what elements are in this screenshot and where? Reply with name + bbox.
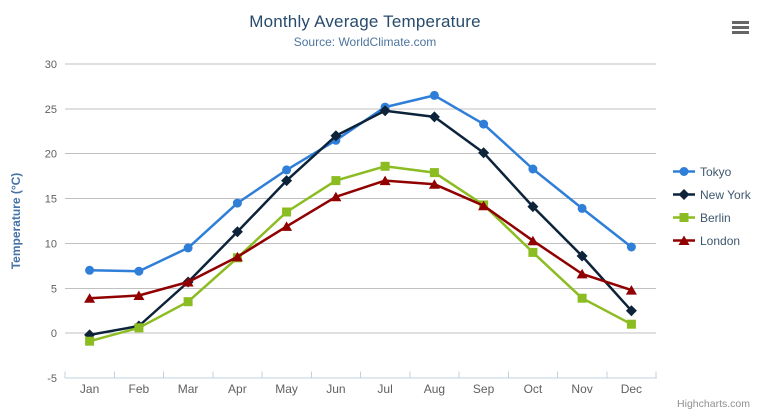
data-point-new-york-jul[interactable] [379,105,391,117]
data-point-berlin-nov[interactable] [577,293,587,303]
data-point-new-york-aug[interactable] [428,111,440,123]
chart-subtitle: Source: WorldClimate.com [293,35,437,49]
x-axis-label: Mar [178,382,199,396]
data-point-berlin-feb[interactable] [134,323,144,333]
legend-label: Tokyo [700,164,732,179]
data-point-berlin-aug[interactable] [429,168,439,178]
legend-marker-square-icon [673,213,695,222]
legend-marker-triangle-icon [673,235,695,245]
x-axis-label: Oct [524,382,543,396]
y-axis-title: Temperature (°C) [9,173,23,270]
data-point-london-may[interactable] [281,221,293,231]
context-menu-button[interactable] [732,21,749,34]
data-point-london-nov[interactable] [576,268,588,279]
data-point-tokyo-oct[interactable] [528,164,538,174]
series-line-berlin[interactable] [88,165,633,343]
x-axis-label: Sep [473,382,495,396]
data-point-new-york-dec[interactable] [625,305,637,317]
legend: Tokyo New York Berlin London [673,160,751,252]
legend-marker-circle-icon [673,167,695,176]
data-point-new-york-oct[interactable] [527,201,539,213]
x-axis-label: Nov [571,382,592,396]
data-point-london-sep[interactable] [478,200,490,211]
data-point-berlin-dec[interactable] [626,319,636,329]
legend-item-tokyo[interactable]: Tokyo [673,160,751,183]
data-point-berlin-jul[interactable] [380,161,390,171]
x-axis-label: May [275,382,298,396]
legend-marker-diamond-icon [673,189,695,200]
x-axis-label: Jan [80,382,99,396]
legend-label: London [700,233,741,248]
data-point-london-oct[interactable] [527,235,539,246]
x-axis-label: Apr [228,382,247,396]
data-point-london-jul[interactable] [379,175,391,186]
data-point-london-dec[interactable] [625,285,637,295]
legend-label: New York [700,187,751,202]
data-point-new-york-nov[interactable] [576,250,588,262]
data-point-tokyo-feb[interactable] [134,266,144,276]
x-axis-label: Jun [326,382,345,396]
data-point-new-york-apr[interactable] [231,226,243,238]
y-axis-label: 15 [45,194,57,206]
data-point-london-jun[interactable] [330,191,342,202]
data-point-london-aug[interactable] [428,179,440,189]
credits-link[interactable]: Highcharts.com [677,398,750,410]
data-point-berlin-mar[interactable] [183,297,193,307]
data-point-london-feb[interactable] [133,290,145,301]
data-point-london-mar[interactable] [182,277,194,287]
y-axis-label: -5 [47,373,57,385]
data-point-new-york-sep[interactable] [478,147,490,159]
data-point-tokyo-mar[interactable] [183,243,193,253]
data-point-london-apr[interactable] [231,251,243,262]
x-axis-label: Dec [621,382,642,396]
data-point-new-york-may[interactable] [281,175,293,187]
data-point-tokyo-dec[interactable] [626,242,636,252]
data-point-tokyo-nov[interactable] [577,203,587,213]
data-point-berlin-may[interactable] [282,207,292,217]
data-point-berlin-jun[interactable] [331,176,341,186]
y-axis-label: 5 [51,283,57,295]
legend-item-new-york[interactable]: New York [673,183,751,206]
data-point-berlin-jan[interactable] [85,336,95,346]
data-point-new-york-jun[interactable] [330,130,342,142]
data-point-tokyo-aug[interactable] [429,90,439,100]
y-axis-label: 30 [45,59,57,71]
data-point-tokyo-apr[interactable] [232,198,242,208]
series-line-tokyo[interactable] [88,94,633,273]
data-point-tokyo-may[interactable] [282,165,292,175]
x-axis-label: Feb [129,382,150,396]
data-point-tokyo-jan[interactable] [85,265,95,275]
series-line-new-york[interactable] [88,109,633,337]
chart-title: Monthly Average Temperature [249,12,481,31]
data-point-berlin-oct[interactable] [528,247,538,257]
y-axis-label: 20 [45,149,57,161]
legend-item-london[interactable]: London [673,229,751,252]
y-axis-label: 0 [51,328,57,340]
data-point-london-jan[interactable] [84,293,96,303]
x-axis-label: Aug [424,382,445,396]
legend-item-berlin[interactable]: Berlin [673,206,751,229]
data-point-tokyo-sep[interactable] [479,119,489,129]
legend-label: Berlin [700,210,731,225]
y-axis-label: 25 [45,104,57,116]
y-axis-label: 10 [45,238,57,250]
series-line-london[interactable] [88,179,633,300]
x-axis-label: Jul [377,382,392,396]
